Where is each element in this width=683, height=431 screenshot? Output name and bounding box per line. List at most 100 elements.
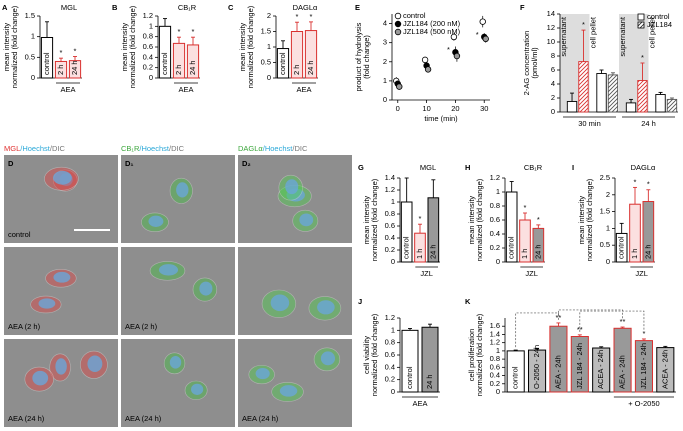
nucleus	[176, 182, 189, 198]
nucleus	[53, 170, 72, 185]
y-tick-label: 1.6	[490, 321, 500, 330]
y-tick-label: 0	[606, 257, 610, 266]
category-label: control	[402, 236, 411, 259]
group-label: AEA	[296, 85, 311, 94]
y-axis-label: (fold change)	[362, 35, 371, 79]
y-tick-label: 0.4	[385, 233, 395, 242]
nucleus	[199, 281, 213, 296]
y-tick-label: 1	[496, 346, 500, 355]
category-label: 24 h	[533, 244, 542, 259]
nucleus	[158, 264, 179, 276]
y-tick-label: 1.2	[385, 313, 395, 322]
category-label: 2 h	[174, 65, 183, 75]
category-label: AEA - 24h	[618, 355, 627, 389]
y-axis-label: 2-AG concentration	[522, 31, 531, 96]
y-tick-label: 0	[149, 73, 153, 82]
nucleus	[279, 385, 298, 397]
title-segment: /DIC	[50, 144, 66, 153]
y-tick-label: 8	[551, 51, 555, 60]
title-segment: MGL	[4, 144, 20, 153]
y-tick-label: 0.4	[490, 371, 500, 380]
y-tick-label: 1	[149, 21, 153, 30]
group-label: AEA	[412, 399, 427, 408]
significance: **	[620, 317, 626, 326]
y-axis-label: normalized (fold change)	[585, 178, 594, 261]
y-tick-label: 0	[391, 257, 395, 266]
legend-marker	[394, 28, 402, 36]
point	[482, 35, 489, 43]
y-tick-label: 1.2	[490, 173, 500, 182]
category-label: supernatant	[618, 16, 627, 57]
title-segment: /DIC	[169, 144, 185, 153]
significance: *	[634, 177, 637, 186]
significance: *	[642, 329, 645, 338]
point	[453, 52, 461, 60]
significance: **	[556, 313, 562, 322]
y-tick-label: 0.8	[143, 32, 153, 41]
category-label: JZL 184 - 24h	[575, 343, 584, 389]
y-tick-label: 2	[606, 190, 610, 199]
legend-marker	[394, 12, 402, 20]
nucleus	[55, 358, 67, 375]
y-tick-label: 0	[383, 95, 387, 104]
significance: *	[582, 20, 585, 29]
panel-letter: F	[520, 3, 525, 12]
significance: *	[524, 203, 527, 212]
bar	[637, 80, 648, 113]
point	[424, 66, 432, 73]
y-tick-label: 0.2	[490, 243, 500, 252]
chart-title: DAGLα	[631, 163, 656, 172]
group-label: JZL	[635, 269, 648, 278]
nucleus	[317, 300, 335, 315]
y-tick-label: 1.2	[490, 338, 500, 347]
chart-title: DAGLα	[293, 3, 318, 12]
significance: *	[476, 30, 479, 39]
y-axis-label: normalized (fold change)	[475, 178, 484, 261]
y-axis-label: normalized (fold change)	[370, 178, 379, 261]
group-label: AEA	[60, 85, 75, 94]
category-label: O-2050 - 24h	[532, 345, 541, 389]
significance: *	[60, 48, 63, 57]
y-tick-label: 0.8	[490, 354, 500, 363]
nucleus	[320, 351, 336, 366]
y-tick-label: 0.6	[385, 350, 395, 359]
category-label: cell pellet	[647, 16, 656, 48]
micrograph	[4, 155, 118, 243]
significance-bracket	[579, 310, 645, 332]
y-tick-label: 4	[383, 19, 387, 28]
significance: **	[577, 325, 583, 334]
y-tick-label: 0.4	[490, 229, 500, 238]
x-tick-label: 10	[422, 104, 430, 113]
y-tick-label: 1.4	[490, 329, 500, 338]
category-label: JZL 184 - 24h	[639, 343, 648, 389]
y-tick-label: 0	[31, 73, 35, 82]
y-tick-label: 1	[31, 32, 35, 41]
significance-bracket	[558, 309, 623, 320]
legend-swatch	[637, 13, 645, 21]
chart-title: MGL	[61, 3, 77, 12]
y-tick-label: 0.8	[385, 338, 395, 347]
title-segment: CB₁R	[121, 144, 140, 153]
y-axis-label: mean intensity	[577, 196, 586, 245]
significance: *	[537, 215, 540, 224]
significance-bracket	[515, 312, 559, 348]
y-axis-label: mean intensity	[120, 23, 129, 72]
group-label: + O-2050	[628, 399, 659, 408]
column-title: MGL/Hoechst/DIC	[4, 144, 65, 153]
nucleus	[38, 298, 56, 309]
y-tick-label: 0.5	[600, 240, 610, 249]
panel-letter: A	[2, 3, 8, 12]
nucleus	[299, 213, 314, 227]
y-tick-label: 0.4	[385, 362, 395, 371]
y-tick-label: 0.4	[143, 52, 153, 61]
image-caption: AEA (2 h)	[8, 322, 41, 331]
bar	[607, 74, 619, 113]
title-segment: /DIC	[292, 144, 308, 153]
y-axis-label: cell viability	[362, 336, 371, 374]
micrograph	[238, 247, 352, 335]
category-label: control	[507, 236, 516, 259]
category-label: 1 h	[520, 249, 529, 259]
y-tick-label: 6	[551, 65, 555, 74]
y-tick-label: 0.6	[490, 215, 500, 224]
y-axis-label: cell proliferation	[467, 329, 476, 382]
